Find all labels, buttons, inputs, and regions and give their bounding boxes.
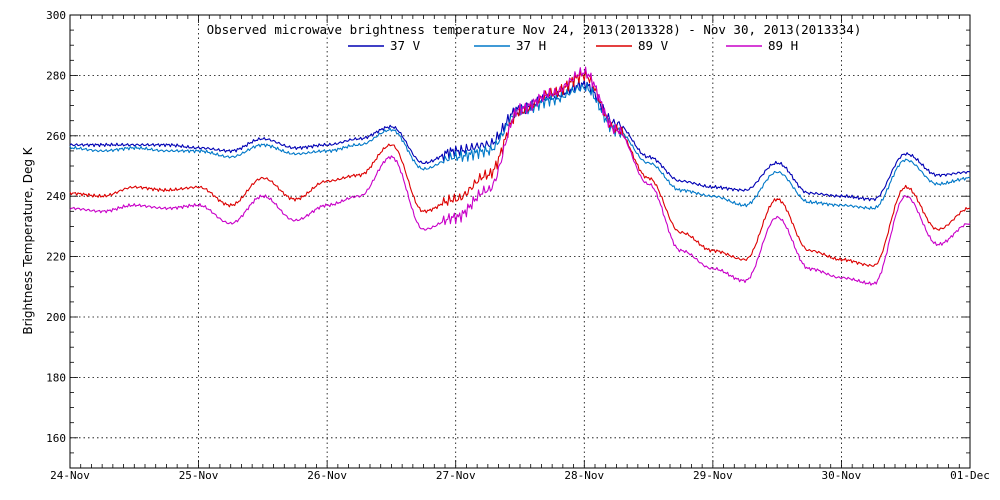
x-tick-label: 01-Dec	[950, 469, 990, 482]
grid-layer	[70, 15, 970, 468]
plot-area	[69, 14, 971, 469]
legend-label: 37 V	[390, 38, 421, 53]
x-tick-label: 24-Nov	[50, 469, 90, 482]
legend-label: 37 H	[516, 38, 546, 53]
y-tick-label: 200	[46, 311, 66, 324]
series-line-89-h	[69, 66, 971, 286]
y-tick-label: 180	[46, 371, 66, 384]
chart-title: Observed microwave brightness temperatur…	[207, 22, 862, 37]
x-tick-label: 30-Nov	[822, 469, 862, 482]
x-tick-label: 27-Nov	[436, 469, 476, 482]
y-tick-label: 300	[46, 9, 66, 22]
legend-label: 89 H	[768, 38, 798, 53]
series-line-37-h	[69, 83, 971, 210]
y-tick-label: 280	[46, 69, 66, 82]
series-line-37-v	[69, 79, 971, 202]
y-axis-title: Brightness Temperature, Deg K	[21, 146, 35, 334]
series-layer	[69, 66, 971, 286]
y-tick-label: 260	[46, 130, 66, 143]
x-tick-label: 29-Nov	[693, 469, 733, 482]
legend-label: 89 V	[638, 38, 669, 53]
x-tick-label: 26-Nov	[307, 469, 347, 482]
y-tick-label: 240	[46, 190, 66, 203]
x-tick-label: 28-Nov	[564, 469, 604, 482]
tick-layer: 24-Nov 25-Nov 26-Nov 27-Nov 28-Nov 29-Nov 30-N…	[46, 9, 990, 482]
y-tick-label: 220	[46, 251, 66, 264]
y-tick-label: 160	[46, 432, 66, 445]
legend: 37 V 37 H 89 V 89 H	[348, 38, 798, 53]
x-tick-label: 25-Nov	[179, 469, 219, 482]
